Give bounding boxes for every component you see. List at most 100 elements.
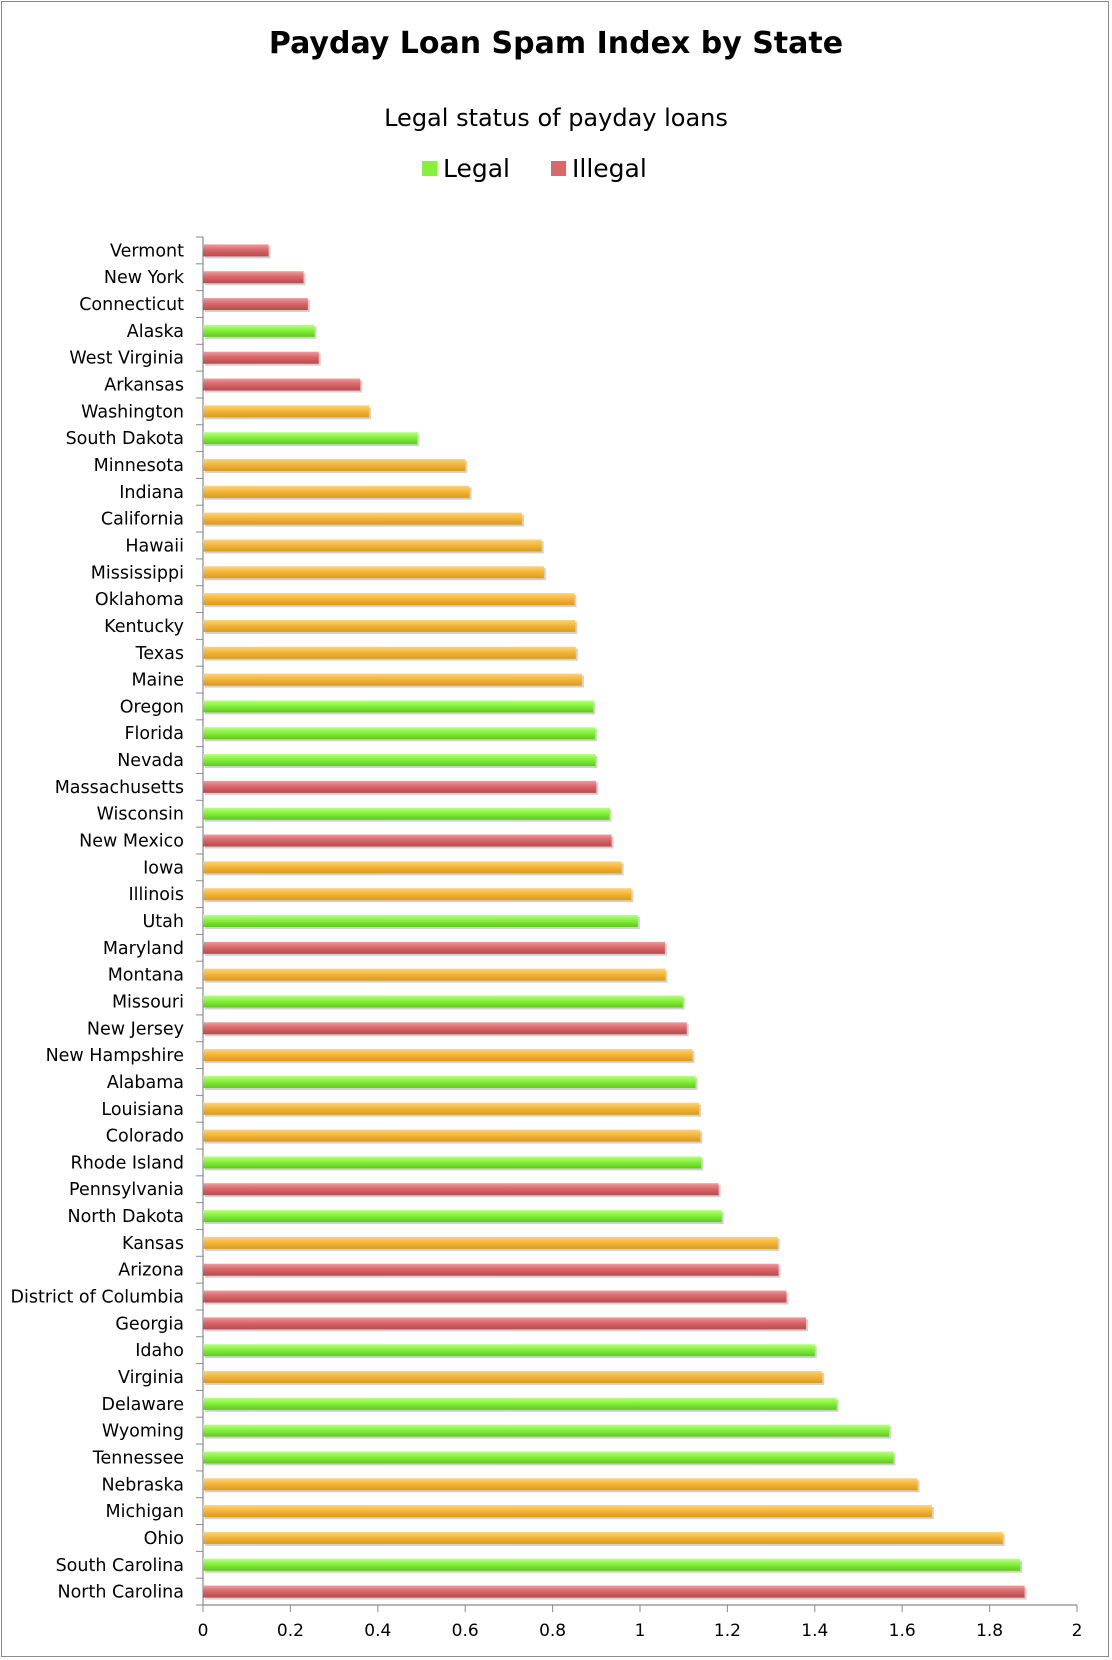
x-tick-label: 0.8 bbox=[539, 1621, 566, 1641]
bar-other bbox=[203, 1371, 823, 1383]
category-label: Minnesota bbox=[94, 456, 184, 476]
category-label: Alaska bbox=[127, 322, 184, 342]
category-label: Maryland bbox=[103, 939, 184, 959]
category-label: Louisiana bbox=[101, 1100, 184, 1120]
bar-illegal bbox=[203, 351, 319, 364]
category-label: Kansas bbox=[122, 1234, 184, 1254]
bar-other bbox=[203, 1531, 1003, 1544]
category-label: Washington bbox=[81, 402, 184, 422]
category-label: Hawaii bbox=[125, 536, 184, 556]
category-label: Missouri bbox=[112, 992, 184, 1012]
bar-legal bbox=[203, 1397, 837, 1410]
category-label: Pennsylvania bbox=[69, 1180, 184, 1200]
legend-swatch-illegal bbox=[551, 160, 566, 176]
bar-legal bbox=[203, 1156, 702, 1169]
bar-legal bbox=[203, 807, 610, 820]
bar-legal bbox=[203, 1344, 815, 1357]
bar-illegal bbox=[203, 941, 665, 954]
bar-other bbox=[203, 861, 622, 874]
category-label: Utah bbox=[143, 912, 185, 932]
x-tick-label: 0.6 bbox=[452, 1621, 479, 1641]
bar-other bbox=[203, 1236, 778, 1249]
bar-legal bbox=[203, 995, 683, 1008]
bar-other bbox=[203, 566, 544, 579]
bar-other bbox=[203, 539, 542, 552]
category-label: Idaho bbox=[135, 1341, 184, 1361]
category-label: Michigan bbox=[106, 1502, 184, 1522]
x-tick-label: 1.6 bbox=[889, 1621, 916, 1641]
category-label: Georgia bbox=[115, 1314, 184, 1334]
legend-item-legal: Legal bbox=[422, 150, 510, 186]
bar-legal bbox=[203, 727, 595, 740]
category-label: Kentucky bbox=[104, 617, 184, 637]
bar-legal bbox=[203, 1210, 722, 1223]
category-label: Colorado bbox=[106, 1127, 184, 1147]
bar-legal bbox=[203, 432, 418, 445]
category-label: Delaware bbox=[102, 1395, 184, 1415]
category-label: South Dakota bbox=[66, 429, 184, 449]
category-label: Wisconsin bbox=[97, 805, 184, 825]
x-tick-label: 1.8 bbox=[976, 1621, 1003, 1641]
category-label: New Hampshire bbox=[46, 1046, 184, 1066]
bar-legal bbox=[203, 1075, 696, 1088]
category-label: Oklahoma bbox=[95, 590, 184, 610]
bar-illegal bbox=[203, 271, 304, 284]
bar-illegal bbox=[203, 1290, 787, 1303]
bar-legal bbox=[203, 754, 596, 767]
bar-illegal bbox=[203, 834, 612, 847]
category-label: New Mexico bbox=[79, 832, 184, 852]
category-label: South Carolina bbox=[56, 1556, 184, 1576]
x-tick-label: 1 bbox=[635, 1621, 646, 1641]
category-label: Oregon bbox=[120, 697, 184, 717]
bar-other bbox=[203, 405, 370, 418]
bar-illegal bbox=[203, 780, 597, 793]
bar-other bbox=[203, 1505, 932, 1518]
bar-other bbox=[203, 619, 576, 632]
category-label: Arkansas bbox=[104, 376, 184, 396]
bar-illegal bbox=[203, 298, 308, 311]
category-label: Connecticut bbox=[79, 295, 184, 315]
category-label: District of Columbia bbox=[11, 1288, 184, 1308]
category-label: Florida bbox=[124, 724, 184, 744]
category-label: Nevada bbox=[117, 751, 184, 771]
category-label: Texas bbox=[135, 644, 184, 664]
x-tick-label: 1.4 bbox=[801, 1621, 828, 1641]
bar-other bbox=[203, 673, 582, 686]
category-label: Vermont bbox=[110, 241, 184, 261]
category-label: North Carolina bbox=[57, 1583, 184, 1603]
bar-illegal bbox=[203, 244, 269, 257]
category-label: Mississippi bbox=[91, 563, 184, 583]
category-label: Ohio bbox=[144, 1529, 184, 1549]
bar-other bbox=[203, 1129, 701, 1142]
legend-item-illegal: Illegal bbox=[551, 150, 647, 186]
bar-other bbox=[203, 1102, 699, 1115]
bar-other bbox=[203, 968, 666, 981]
category-label: Indiana bbox=[119, 483, 184, 503]
bar-illegal bbox=[203, 1183, 719, 1196]
bar-other bbox=[203, 1478, 918, 1491]
bar-legal bbox=[203, 915, 638, 927]
category-label: New Jersey bbox=[87, 1019, 184, 1039]
bar-illegal bbox=[203, 1317, 807, 1330]
bar-other bbox=[203, 646, 576, 659]
legend-label-legal: Legal bbox=[443, 153, 511, 183]
category-label: Nebraska bbox=[101, 1475, 184, 1495]
category-label: Massachusetts bbox=[55, 778, 184, 798]
category-label: Illinois bbox=[128, 885, 184, 905]
x-tick-label: 0 bbox=[198, 1621, 209, 1641]
x-tick-label: 0.4 bbox=[364, 1621, 391, 1641]
category-label: North Dakota bbox=[67, 1207, 184, 1227]
category-label: Arizona bbox=[118, 1261, 184, 1281]
bar-illegal bbox=[203, 1022, 687, 1035]
x-tick-label: 2 bbox=[1072, 1621, 1083, 1641]
legend-swatch-legal bbox=[422, 160, 437, 176]
bar-other bbox=[203, 888, 632, 901]
x-tick-label: 1.2 bbox=[714, 1621, 741, 1641]
bar-other bbox=[203, 485, 470, 498]
category-label: Tennessee bbox=[92, 1448, 184, 1468]
x-tick-labels: 0 0.2 0.4 0.6 0.8 1 1.2 1.4 1.6 1.8 2 bbox=[198, 1621, 1083, 1641]
category-label: Virginia bbox=[118, 1368, 184, 1388]
category-label: Montana bbox=[108, 966, 184, 986]
bar-illegal bbox=[203, 378, 361, 391]
